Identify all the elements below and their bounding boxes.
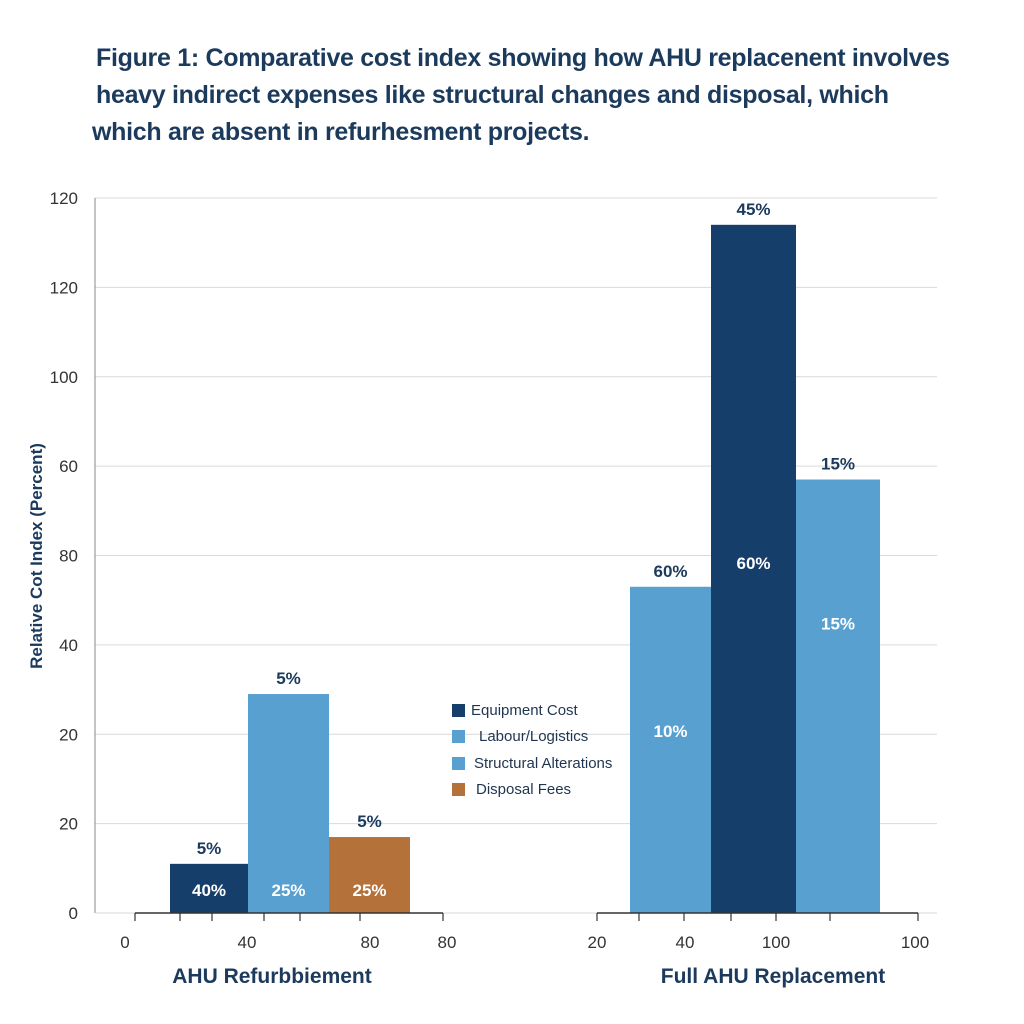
title-line: heavy indirect expenses like structural …: [96, 81, 889, 109]
legend-swatch: [452, 703, 465, 717]
bar: [248, 694, 329, 913]
legend-label: Equipment Cost: [471, 701, 578, 719]
y-tick-label: 0: [69, 904, 78, 923]
y-tick-label: 20: [59, 725, 78, 744]
bar-inner-label: 15%: [821, 615, 855, 634]
legend-swatch: [452, 730, 465, 744]
y-axis-label: Relative Cot Index (Percent): [27, 443, 46, 669]
legend-item: Structural Alterations: [452, 750, 612, 777]
bar: [170, 863, 248, 913]
bar-top-label: 60%: [653, 562, 687, 581]
x-tick-label: 40: [676, 933, 695, 952]
title-line: which are absent in refurhesment project…: [92, 118, 590, 146]
x-tick-label: 40: [238, 933, 257, 952]
legend-label: Labour/Logistics: [479, 728, 589, 746]
legend-item: Equipment Cost: [452, 697, 612, 724]
bar-inner-label: 60%: [736, 554, 770, 573]
bar-top-label: 45%: [736, 200, 770, 219]
x-group-label: AHU Refurbbiement: [172, 965, 372, 988]
y-tick-label: 20: [59, 815, 78, 834]
y-tick-label: 80: [59, 547, 78, 566]
x-tick-label: 0: [120, 933, 129, 952]
legend: Equipment Cost Labour/Logistics Structur…: [452, 697, 612, 803]
legend-label: Disposal Fees: [476, 781, 572, 799]
legend-label: Structural Alterations: [474, 754, 613, 772]
x-tick-label: 100: [762, 933, 790, 952]
x-tick-label: 100: [901, 933, 929, 952]
x-tick-label: 80: [438, 933, 457, 952]
y-tick-label: 120: [50, 189, 78, 208]
bar-top-label: 5%: [357, 812, 382, 831]
bar-inner-label: 10%: [653, 722, 687, 741]
bar: [630, 586, 711, 913]
y-tick-label: 40: [59, 636, 78, 655]
chart-title: Figure 1: Comparative cost index showing…: [92, 40, 1006, 151]
title-line: Figure 1: Comparative cost index showing…: [96, 44, 950, 72]
legend-swatch: [452, 783, 465, 797]
x-tick-label: 80: [361, 933, 380, 952]
y-tick-label: 100: [50, 368, 78, 387]
x-tick-label: 20: [588, 933, 607, 952]
legend-item: Disposal Fees: [452, 777, 612, 804]
bar-top-label: 5%: [197, 839, 222, 858]
x-group-label: Full AHU Replacement: [661, 965, 885, 988]
bar-top-label: 5%: [276, 669, 301, 688]
bar: [711, 224, 796, 913]
y-tick-label: 120: [50, 278, 78, 297]
bar-inner-label: 40%: [192, 881, 226, 900]
y-tick-label: 60: [59, 457, 78, 476]
bar: [796, 479, 880, 913]
bar-top-label: 15%: [821, 455, 855, 474]
legend-swatch: [452, 756, 465, 770]
legend-item: Labour/Logistics: [452, 724, 612, 751]
bar-inner-label: 25%: [352, 881, 386, 900]
bar-inner-label: 25%: [271, 881, 305, 900]
bar: [329, 837, 410, 913]
